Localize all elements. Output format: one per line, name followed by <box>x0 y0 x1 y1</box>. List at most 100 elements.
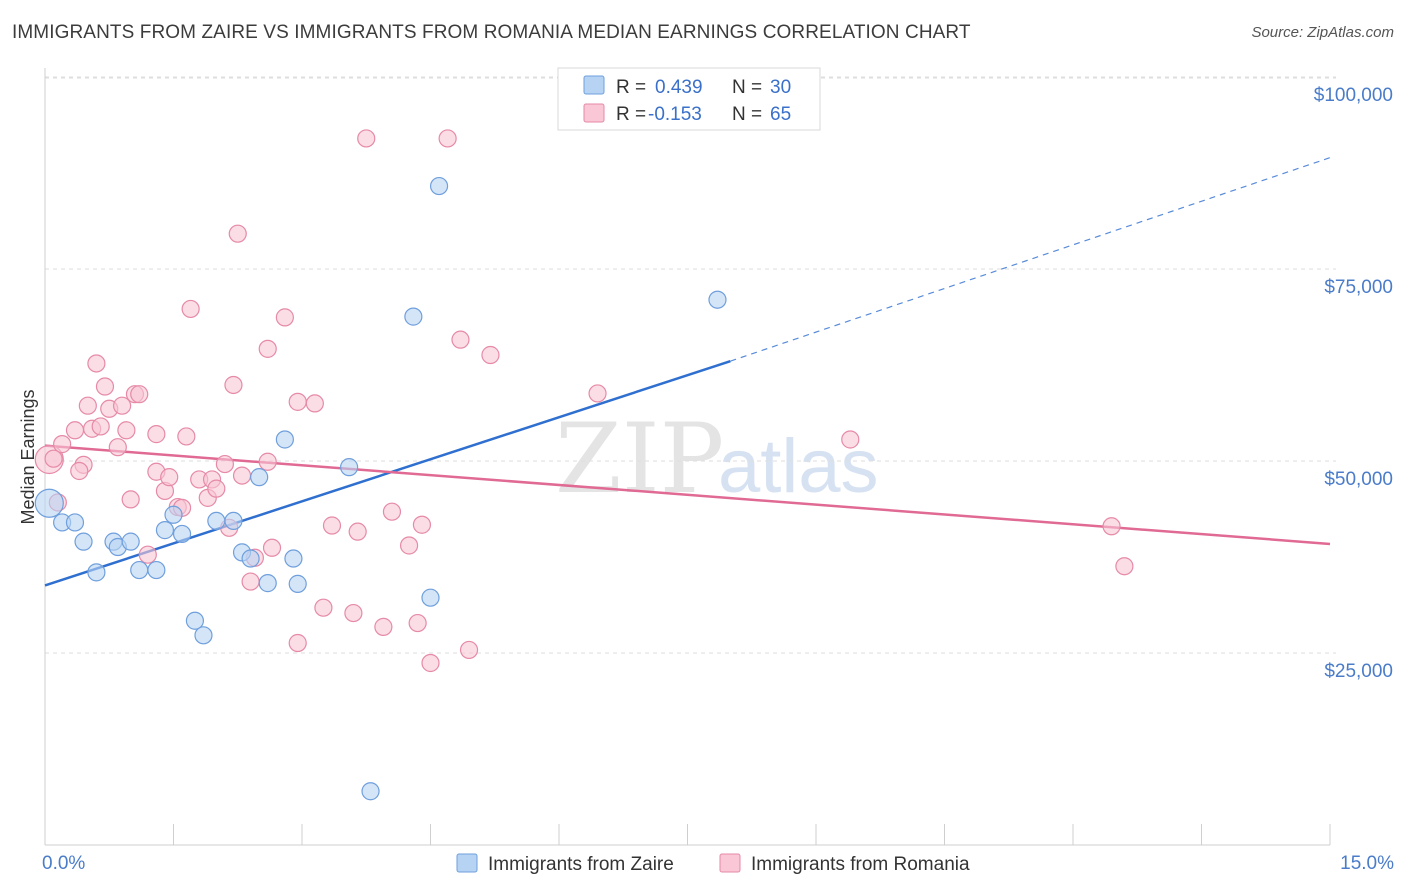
point-romania-57 <box>481 345 500 365</box>
point-romania-40 <box>288 633 307 653</box>
point-romania-23 <box>177 427 196 446</box>
point-romania-59 <box>841 430 860 449</box>
legend-swatch-zaire <box>583 75 605 95</box>
point-romania-29 <box>215 454 234 474</box>
point-romania-48 <box>374 617 393 636</box>
correlation-legend: R = 0.439 N = 30 R = -0.153 N = 65 <box>557 67 821 131</box>
point-romania-43 <box>314 598 333 617</box>
y-tick-label-3: $100,000 <box>1314 85 1393 106</box>
point-romania-16 <box>138 545 157 564</box>
point-zaire-24 <box>340 458 359 477</box>
legend-r-value-romania: -0.153 <box>648 104 702 125</box>
trend-line-zaire <box>44 359 731 587</box>
point-zaire-26 <box>404 307 423 326</box>
point-romania-7 <box>87 354 106 373</box>
y-axis-label: Median Earnings <box>18 389 38 524</box>
legend-n-value-romania: 65 <box>770 104 791 125</box>
point-zaire-16 <box>224 511 243 531</box>
point-zaire-3 <box>74 532 93 551</box>
point-romania-36 <box>258 452 277 471</box>
point-zaire-15 <box>207 511 226 531</box>
point-romania-55 <box>451 330 470 349</box>
point-romania-34 <box>241 572 260 591</box>
point-zaire-23 <box>288 574 307 593</box>
y-tick-label-0: $25,000 <box>1324 661 1393 682</box>
point-romania-49 <box>382 502 402 521</box>
y-tick-label-2: $75,000 <box>1324 277 1393 298</box>
point-zaire-2 <box>65 513 85 532</box>
point-romania-51 <box>408 613 427 633</box>
point-zaire-10 <box>155 521 175 540</box>
point-romania-45 <box>344 603 363 623</box>
legend-r-label-romania: R = <box>616 104 646 125</box>
grid-lines <box>45 76 1336 654</box>
point-zaire-21 <box>275 430 294 449</box>
point-zaire-9 <box>147 560 166 580</box>
scatter-points <box>34 129 1134 801</box>
legend-n-label-zaire: N = <box>732 77 762 98</box>
series-legend-swatch-zaire <box>456 853 478 873</box>
point-romania-44 <box>322 516 342 535</box>
point-zaire-20 <box>258 574 277 593</box>
point-romania-54 <box>438 129 457 148</box>
point-zaire-28 <box>429 176 449 196</box>
point-zaire-13 <box>185 611 205 630</box>
point-romania-53 <box>421 653 440 673</box>
point-romania-56 <box>459 640 479 660</box>
point-romania-6 <box>91 417 110 436</box>
point-zaire-22 <box>284 549 303 568</box>
point-romania-24 <box>181 299 200 319</box>
point-romania-10 <box>108 438 127 457</box>
point-romania-46 <box>348 522 367 541</box>
point-romania-14 <box>121 490 140 509</box>
point-romania-41 <box>288 392 307 411</box>
point-romania-62 <box>44 449 63 468</box>
point-zaire-11 <box>164 505 183 524</box>
legend-swatch-romania <box>583 103 605 123</box>
point-zaire-4 <box>87 563 106 582</box>
legend-n-value-zaire: 30 <box>770 77 791 98</box>
series-legend-label-zaire: Immigrants from Zaire <box>488 854 674 875</box>
point-zaire-12 <box>172 524 192 544</box>
point-zaire-14 <box>194 626 213 645</box>
point-zaire-27 <box>421 588 440 607</box>
point-romania-11 <box>112 396 132 415</box>
point-romania-28 <box>207 479 226 498</box>
point-zaire-7 <box>121 532 140 551</box>
point-zaire-18 <box>241 549 260 568</box>
point-romania-52 <box>412 515 432 534</box>
y-tick-label-1: $50,000 <box>1324 469 1393 490</box>
point-zaire-8 <box>130 560 149 580</box>
point-romania-31 <box>224 375 243 395</box>
point-romania-2 <box>65 421 85 440</box>
point-romania-12 <box>117 421 136 440</box>
x-tick-label-min: 0.0% <box>42 853 85 874</box>
point-romania-50 <box>399 536 419 555</box>
point-zaire-0 <box>34 488 64 518</box>
point-romania-20 <box>160 468 179 487</box>
point-romania-39 <box>275 308 294 327</box>
point-romania-47 <box>357 129 376 148</box>
series-legend-label-romania: Immigrants from Romania <box>751 854 970 875</box>
point-romania-17 <box>147 425 166 444</box>
point-zaire-19 <box>250 468 269 487</box>
point-romania-42 <box>305 394 324 413</box>
trend-line-zaire-extension <box>730 157 1331 362</box>
series-legend-swatch-romania <box>719 853 741 873</box>
point-romania-61 <box>1115 557 1134 576</box>
source-label: Source: ZipAtlas.com <box>1251 24 1394 41</box>
point-romania-1 <box>53 435 72 454</box>
point-romania-60 <box>1102 517 1121 536</box>
point-romania-33 <box>232 466 252 485</box>
legend-n-label-romania: N = <box>732 104 762 125</box>
point-romania-32 <box>228 224 247 243</box>
point-romania-38 <box>262 538 282 557</box>
chart-title: IMMIGRANTS FROM ZAIRE VS IMMIGRANTS FROM… <box>12 22 971 43</box>
series-legend: Immigrants from Zaire Immigrants from Ro… <box>456 853 970 875</box>
point-romania-58 <box>588 384 607 403</box>
y-tick-labels: $25,000 $50,000 $75,000 $100,000 <box>1314 85 1393 682</box>
point-romania-64 <box>70 461 89 481</box>
point-romania-4 <box>78 396 97 415</box>
point-romania-37 <box>258 339 277 358</box>
